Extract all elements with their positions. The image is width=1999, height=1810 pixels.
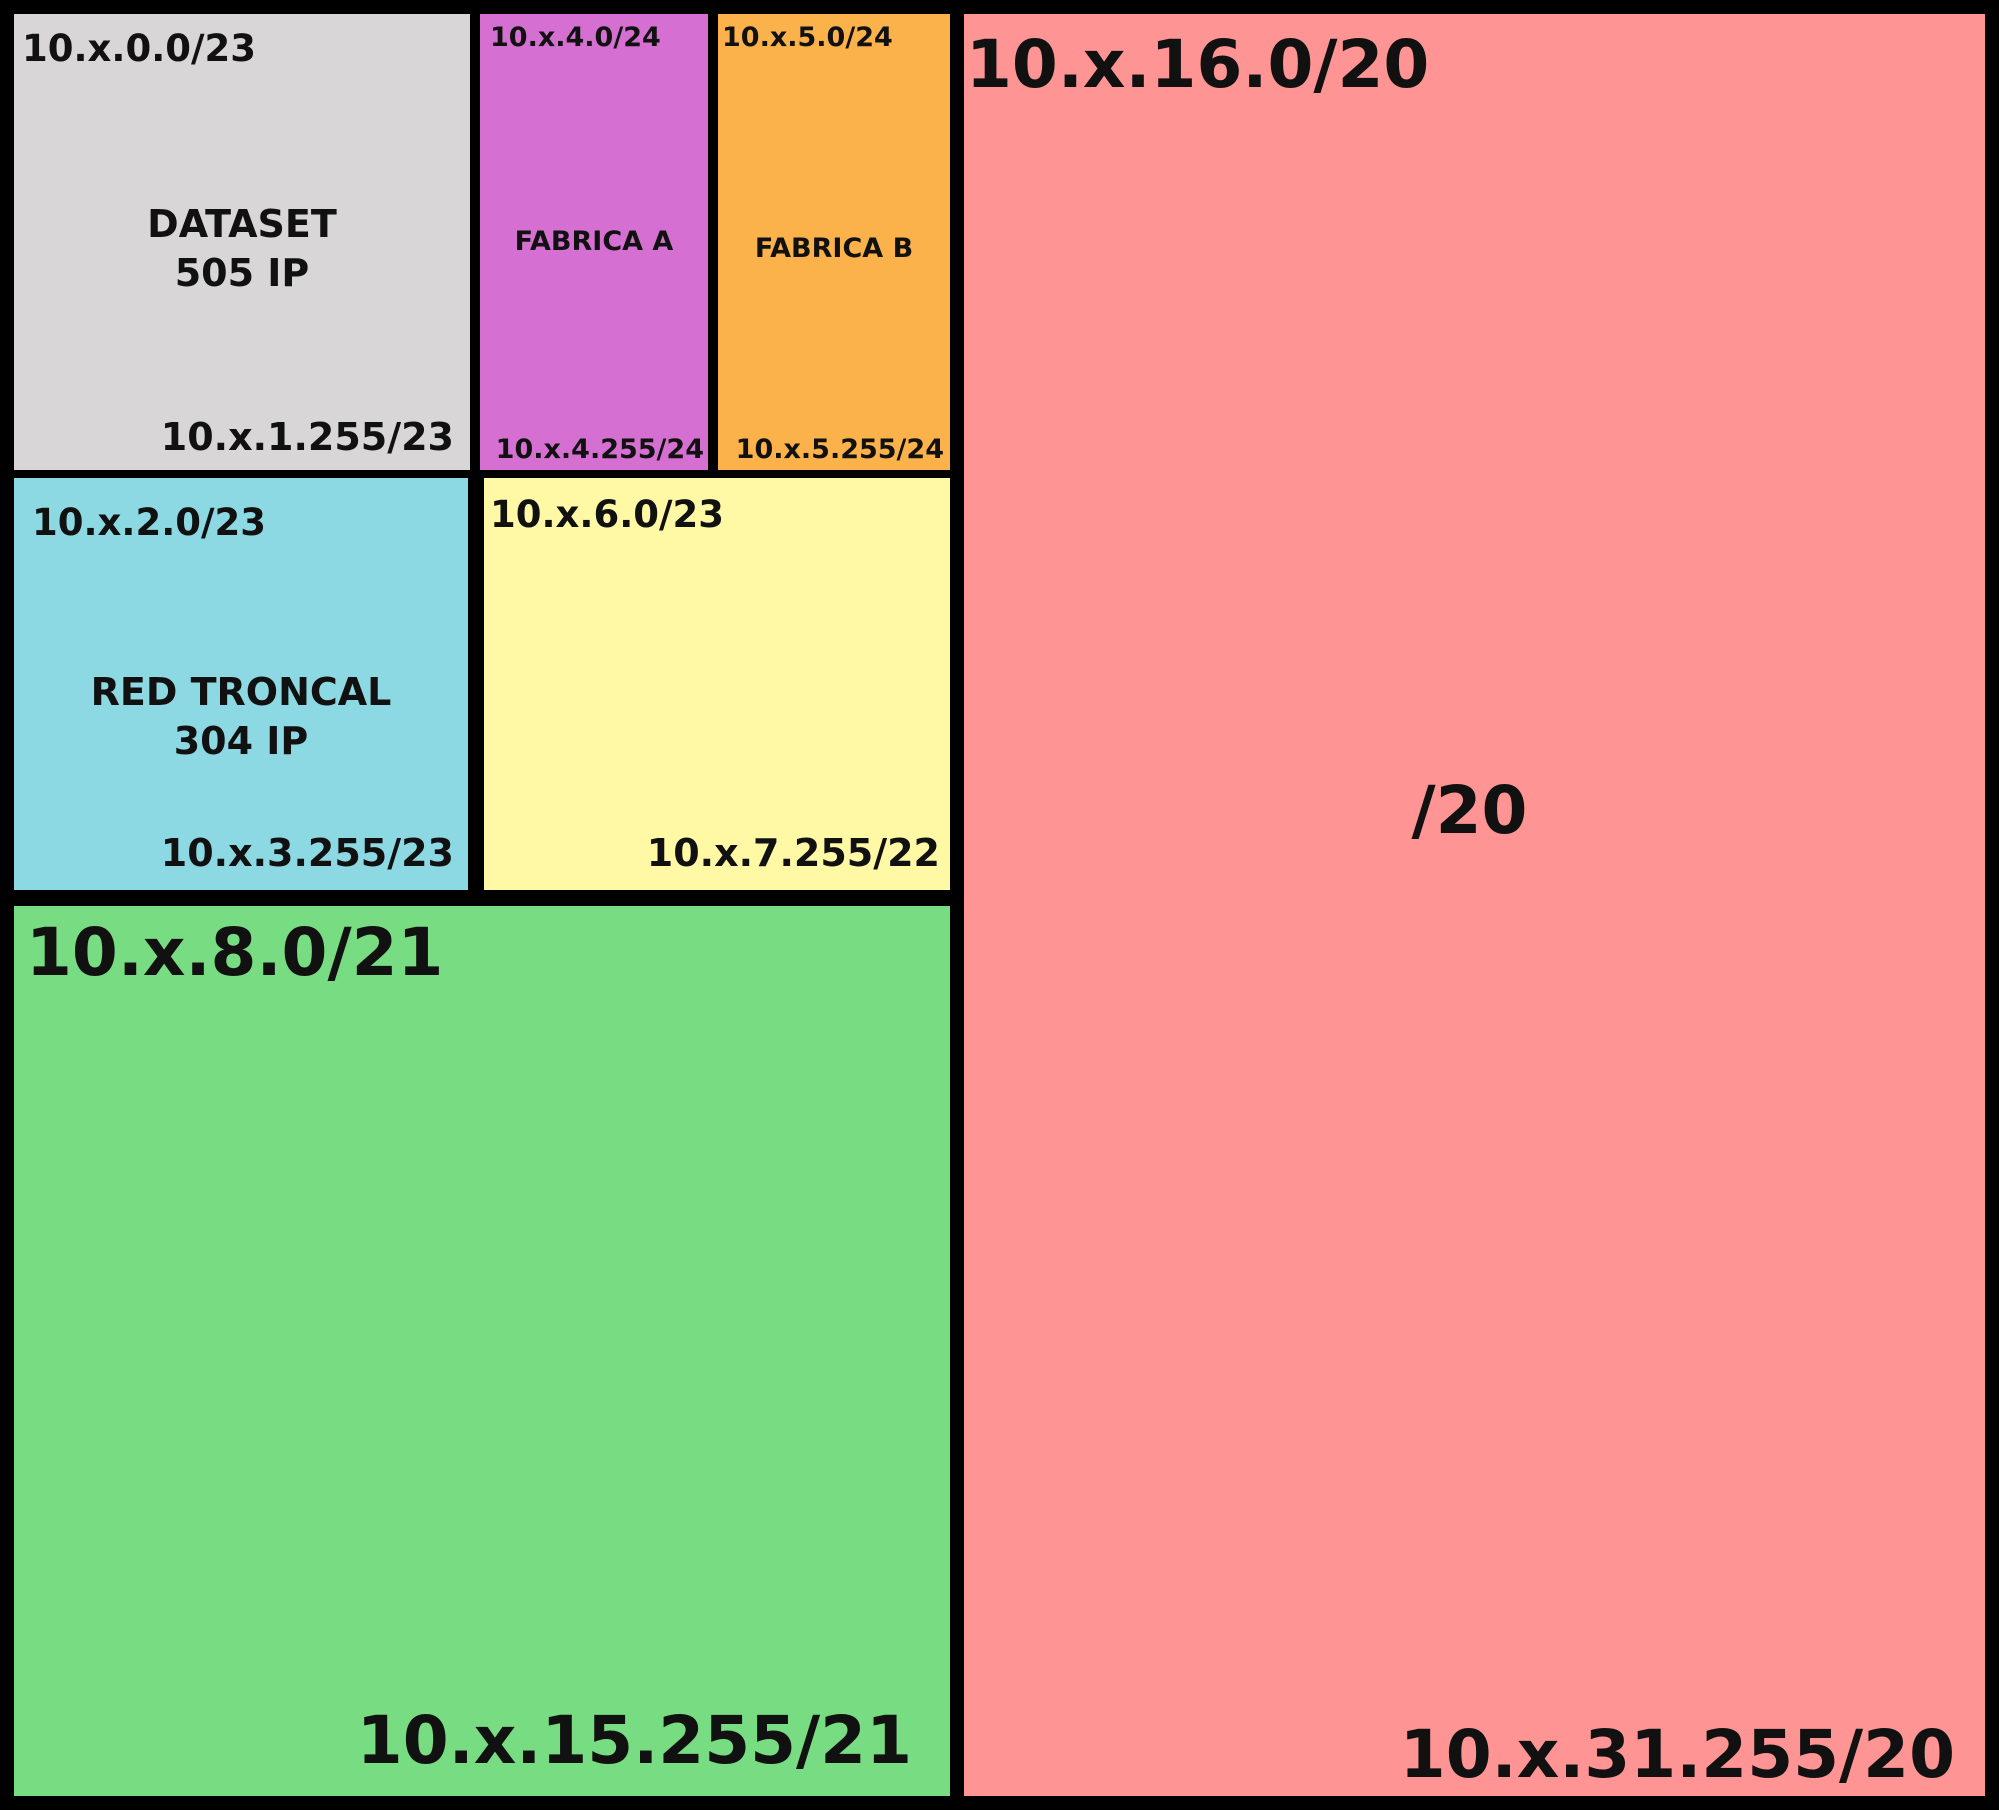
block-fabrica-b: 10.x.5.0/24 FABRICA B 10.x.5.255/24: [718, 14, 950, 470]
fabrica-b-end-address: 10.x.5.255/24: [735, 434, 944, 465]
red-troncal-start-address: 10.x.2.0/23: [32, 501, 267, 544]
fabrica-a-start-address: 10.x.4.0/24: [490, 22, 661, 53]
block-red-troncal: 10.x.2.0/23 RED TRONCAL 304 IP 10.x.3.25…: [14, 478, 468, 890]
subnet-16-prefix-label: /20: [1411, 772, 1528, 849]
block-subnet-16: 10.x.16.0/20 /20 10.x.31.255/20: [964, 14, 1985, 1796]
dataset-end-address: 10.x.1.255/23: [160, 415, 454, 459]
subnet-16-start-address: 10.x.16.0/20: [966, 26, 1430, 103]
red-troncal-end-address: 10.x.3.255/23: [160, 831, 454, 875]
fabrica-b-start-address: 10.x.5.0/24: [722, 22, 893, 53]
subnet-16-end-address: 10.x.31.255/20: [1399, 1716, 1955, 1793]
dataset-label: DATASET 505 IP: [14, 200, 470, 299]
fabrica-a-end-address: 10.x.4.255/24: [495, 434, 704, 465]
subnet-6-start-address: 10.x.6.0/23: [490, 493, 725, 536]
red-troncal-label: RED TRONCAL 304 IP: [14, 668, 468, 767]
block-dataset: 10.x.0.0/23 DATASET 505 IP 10.x.1.255/23: [14, 14, 470, 470]
block-subnet-6: 10.x.6.0/23 10.x.7.255/22: [484, 478, 950, 890]
subnet-8-end-address: 10.x.15.255/21: [356, 1702, 912, 1779]
block-fabrica-a: 10.x.4.0/24 FABRICA A 10.x.4.255/24: [480, 14, 708, 470]
dataset-start-address: 10.x.0.0/23: [22, 27, 257, 70]
dataset-name: DATASET: [147, 202, 337, 246]
subnet-8-start-address: 10.x.8.0/21: [26, 914, 444, 991]
dataset-ip-count: 505 IP: [174, 251, 310, 296]
block-subnet-8: 10.x.8.0/21 10.x.15.255/21: [14, 906, 950, 1796]
subnet-6-end-address: 10.x.7.255/22: [646, 831, 940, 875]
fabrica-a-name: FABRICA A: [514, 226, 674, 257]
red-troncal-name: RED TRONCAL: [90, 670, 392, 714]
red-troncal-ip-count: 304 IP: [173, 719, 309, 764]
fabrica-b-name: FABRICA B: [754, 233, 914, 264]
